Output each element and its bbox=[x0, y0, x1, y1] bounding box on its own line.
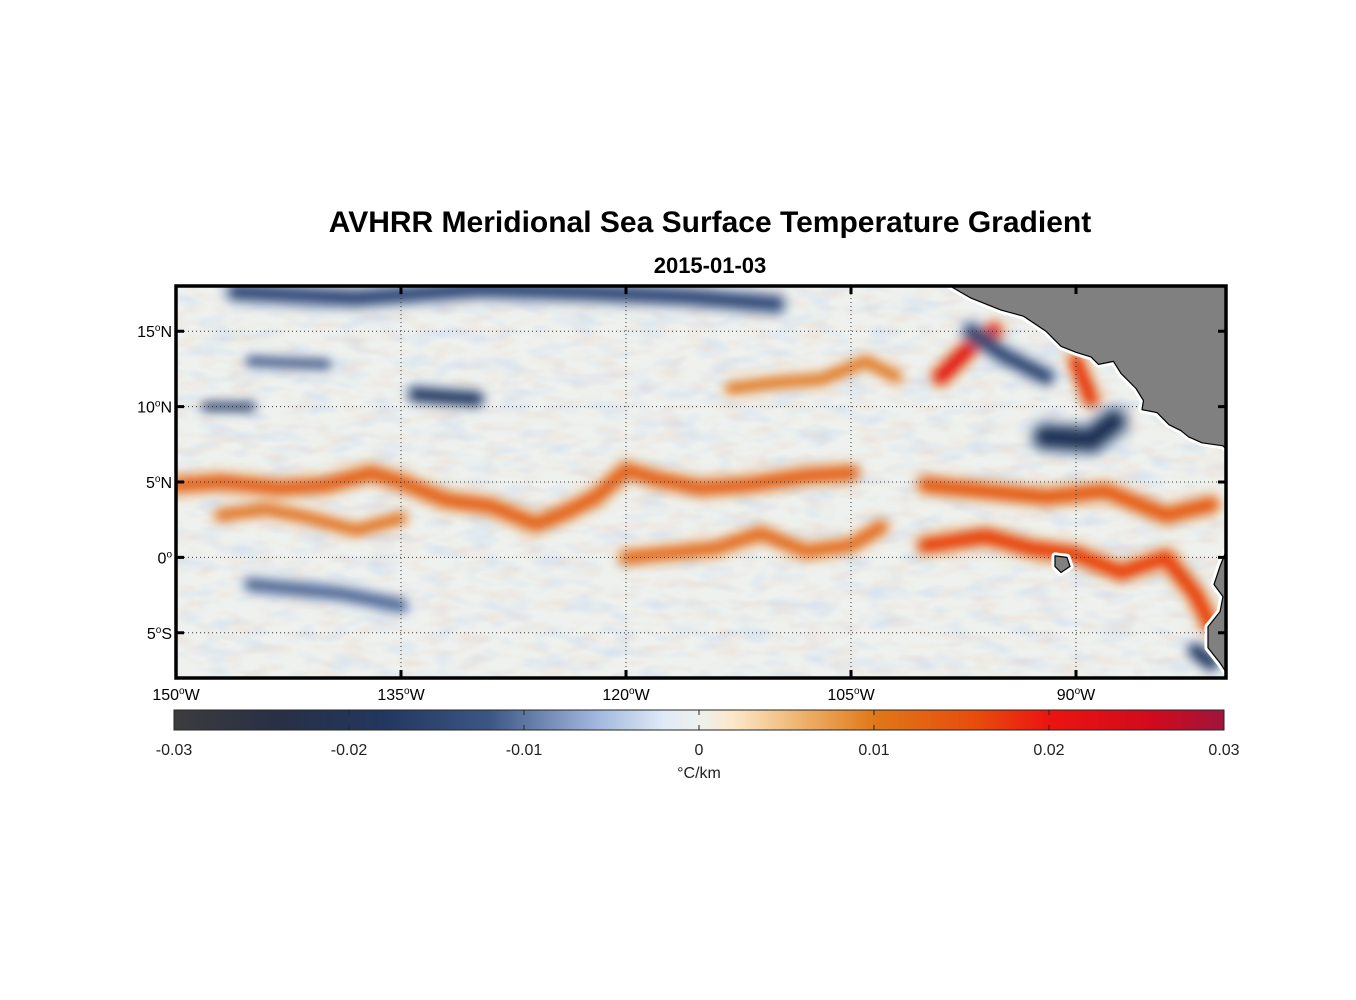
x-tick-label: 105oW bbox=[827, 686, 875, 704]
feature-papagayo-cold bbox=[1036, 411, 1124, 450]
tick-degree: 120 bbox=[602, 687, 629, 704]
tick-degree-symbol: o bbox=[155, 323, 161, 334]
tick-hemisphere: W bbox=[1080, 687, 1096, 704]
x-tick-label: 90oW bbox=[1057, 686, 1096, 704]
tick-degree-symbol: o bbox=[404, 686, 410, 697]
chart-title: AVHRR Meridional Sea Surface Temperature… bbox=[328, 206, 1092, 239]
tick-degree-symbol: o bbox=[854, 686, 860, 697]
land-galapagos bbox=[1054, 555, 1071, 574]
feature-equator-front bbox=[619, 521, 888, 564]
x-tick-label: 135oW bbox=[377, 686, 425, 704]
tick-hemisphere: W bbox=[860, 687, 876, 704]
tick-degree: 90 bbox=[1057, 687, 1075, 704]
tick-hemisphere: W bbox=[635, 687, 651, 704]
y-tick-label: 5oN bbox=[146, 474, 172, 492]
feature-mid-cold-patch bbox=[246, 356, 331, 369]
map-area bbox=[176, 286, 1226, 678]
tick-degree: 10 bbox=[137, 400, 155, 417]
feature-papagayo-warm bbox=[1069, 355, 1098, 406]
tick-degree-symbol: o bbox=[156, 625, 162, 636]
tick-degree-symbol: o bbox=[179, 686, 185, 697]
tick-degree-symbol: o bbox=[1075, 686, 1081, 697]
y-tick-label: 5oS bbox=[147, 625, 172, 643]
x-tick-label: 120oW bbox=[602, 686, 650, 704]
colorbar-tick-label: 0 bbox=[695, 742, 704, 759]
chart-subtitle: 2015-01-03 bbox=[653, 253, 767, 278]
tick-degree: 5 bbox=[146, 475, 155, 492]
tick-hemisphere: N bbox=[160, 400, 172, 417]
feature-equatorial-front-5N bbox=[176, 463, 858, 531]
colorbar-tick-label: 0.01 bbox=[858, 742, 889, 759]
colorbar: -0.03 -0.02 -0.01 0 0.01 0.02 0.03 °C/km bbox=[156, 709, 1240, 782]
tick-degree: 135 bbox=[377, 687, 404, 704]
colorbar-tick-label: -0.01 bbox=[506, 742, 543, 759]
tick-hemisphere: W bbox=[410, 687, 426, 704]
colorbar-tick-label: 0.03 bbox=[1208, 742, 1239, 759]
tick-degree: 0 bbox=[158, 550, 167, 567]
colorbar-tick-label: 0.02 bbox=[1033, 742, 1064, 759]
tick-hemisphere: S bbox=[161, 626, 172, 643]
heatmap-field bbox=[176, 286, 1226, 678]
y-tick-label: 15oN bbox=[137, 323, 172, 341]
feature-north-warm-streak bbox=[725, 356, 902, 394]
feature-tehuantepec-cold bbox=[964, 324, 1053, 384]
land-south-america bbox=[1207, 550, 1226, 673]
tick-degree-symbol: o bbox=[155, 399, 161, 410]
tick-degree-symbol: o bbox=[629, 686, 635, 697]
tick-hemisphere: N bbox=[160, 324, 172, 341]
tick-degree: 105 bbox=[827, 687, 854, 704]
feature-front-south-branch bbox=[215, 503, 407, 536]
feature-south-cold-patch bbox=[244, 578, 408, 612]
tick-degree: 5 bbox=[147, 626, 156, 643]
land bbox=[946, 286, 1226, 676]
feature-equator-front-east bbox=[919, 529, 1218, 632]
feature-north-cold-blob-1 bbox=[409, 388, 483, 406]
tick-degree-symbol: o bbox=[166, 549, 172, 560]
feature-top-cold-band bbox=[228, 286, 784, 312]
y-tick-label: 10oN bbox=[137, 399, 172, 417]
tick-hemisphere: N bbox=[160, 475, 172, 492]
tick-degree-symbol: o bbox=[155, 474, 161, 485]
tick-degree: 15 bbox=[137, 324, 155, 341]
tick-hemisphere: W bbox=[185, 687, 201, 704]
land-central-america bbox=[949, 286, 1226, 450]
colorbar-unit-label: °C/km bbox=[677, 765, 721, 782]
y-tick-label: 0o bbox=[158, 549, 173, 567]
x-tick-label: 150oW bbox=[152, 686, 200, 704]
colorbar-tick-label: -0.03 bbox=[156, 742, 193, 759]
feature-southeast-cold-patch bbox=[1189, 644, 1218, 669]
gridlines bbox=[176, 286, 1226, 678]
tick-degree: 150 bbox=[152, 687, 179, 704]
colorbar-tick-label: -0.02 bbox=[331, 742, 368, 759]
